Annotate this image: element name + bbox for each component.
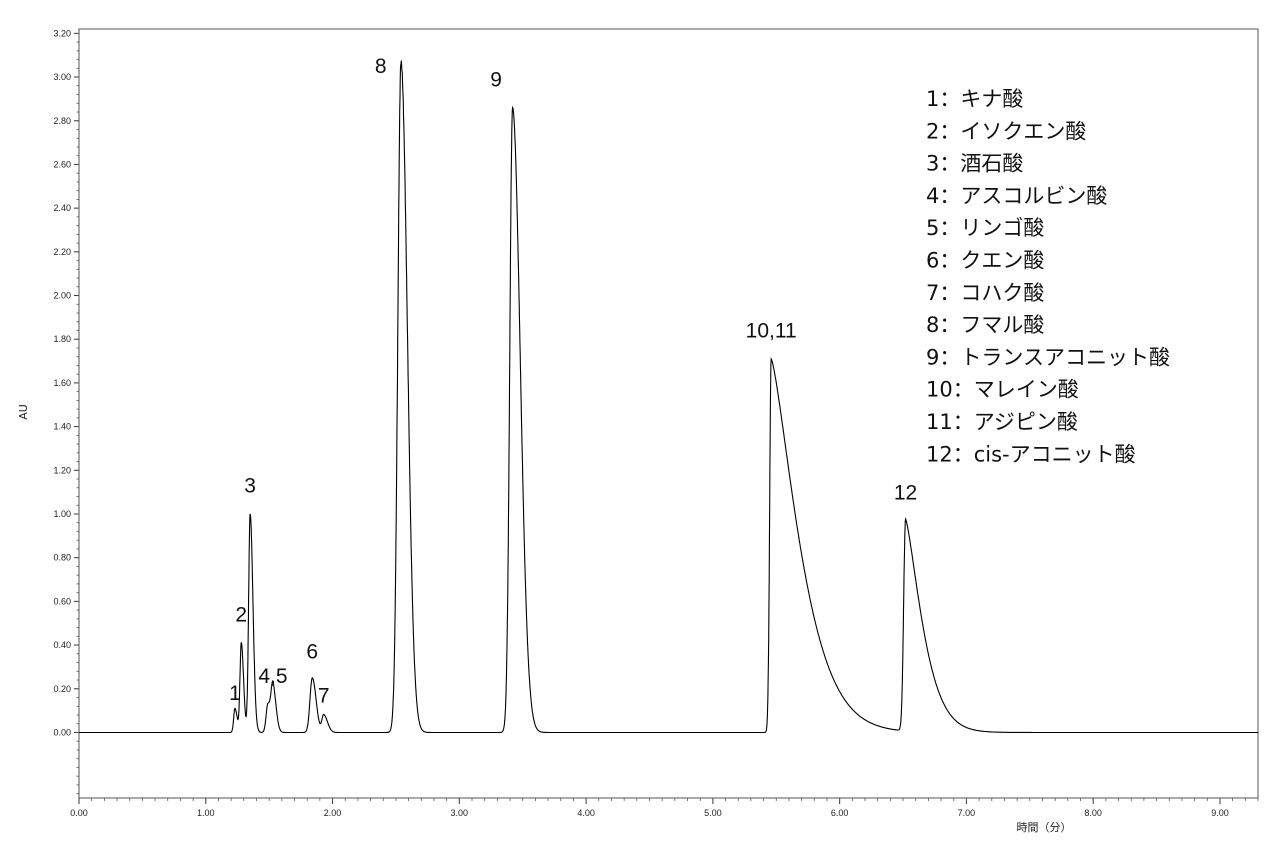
x-tick-label: 8.00	[1084, 808, 1102, 818]
y-tick-label: 2.40	[53, 203, 71, 213]
legend-entry: 12：cis-アコニット酸	[926, 442, 1136, 466]
y-tick-label: 0.80	[53, 553, 71, 563]
plot-frame	[78, 28, 1259, 799]
peak-label: 3	[244, 475, 256, 498]
y-tick-label: 0.00	[53, 727, 71, 737]
peak-label: 4,5	[258, 665, 287, 688]
y-tick-label: 2.60	[53, 159, 71, 169]
y-tick-label: 2.00	[53, 291, 71, 301]
y-axis: 0.00 0.20 0.40 0.60 0.80 1.00 1.20 1.40 1.60 1.80…	[53, 28, 79, 795]
legend-entry: 5：リンゴ酸	[926, 216, 1044, 240]
y-tick-label: 1.60	[53, 378, 71, 388]
chromatogram-trace	[79, 60, 1258, 734]
peak-label: 10,11	[746, 320, 797, 343]
peak-label: 1	[229, 682, 241, 705]
peak-label: 6	[306, 641, 318, 664]
peak-label: 12	[894, 481, 917, 504]
y-axis-title: AU	[17, 404, 30, 420]
x-tick-label: 5.00	[704, 808, 722, 818]
legend-entry: 7：コハク酸	[926, 281, 1044, 305]
legend-entry: 1：キナ酸	[926, 87, 1023, 111]
y-tick-label: 1.80	[53, 334, 71, 344]
x-tick-label: 1.00	[197, 808, 215, 818]
y-tick-label: 1.40	[53, 422, 71, 432]
trace-layer	[79, 60, 1258, 734]
y-tick-label: 1.00	[53, 509, 71, 519]
peak-label: 9	[490, 68, 502, 91]
legend-entry: 11：アジピン酸	[926, 410, 1078, 434]
x-tick-label: 9.00	[1211, 808, 1229, 818]
x-tick-label: 7.00	[958, 808, 976, 818]
x-axis: 0.00 1.00 2.00 3.00 4.00 5.00 6.00 7.00 8.00 9.00	[70, 798, 1259, 818]
y-tick-label: 0.20	[53, 684, 71, 694]
peak-label: 8	[375, 55, 387, 78]
x-tick-label: 3.00	[451, 808, 469, 818]
chart-legend: 1：キナ酸 2：イソクエン酸 3：酒石酸 4：アスコルビン酸 5：リンゴ酸 6：クエン酸 7…	[926, 87, 1170, 466]
y-tick-label: 1.20	[53, 465, 71, 475]
legend-entry: 10：マレイン酸	[926, 378, 1079, 402]
legend-entry: 6：クエン酸	[926, 249, 1044, 273]
peak-label: 7	[318, 684, 330, 707]
x-tick-label: 0.00	[70, 808, 88, 818]
legend-entry: 9：トランスアコニット酸	[926, 345, 1170, 369]
peak-label: 2	[235, 604, 247, 627]
y-tick-label: 0.60	[53, 596, 71, 606]
x-axis-title: 時間（分）	[1017, 821, 1072, 834]
legend-entry: 4：アスコルビン酸	[926, 184, 1107, 208]
legend-entry: 8：フマル酸	[926, 313, 1044, 337]
y-tick-label: 2.80	[53, 116, 71, 126]
legend-entry: 2：イソクエン酸	[926, 119, 1086, 143]
y-tick-label: 3.20	[53, 28, 71, 38]
legend-entry: 3：酒石酸	[926, 152, 1023, 176]
x-tick-label: 2.00	[324, 808, 342, 818]
y-tick-label: 2.20	[53, 247, 71, 257]
y-tick-label: 3.00	[53, 72, 71, 82]
y-tick-label: 0.40	[53, 640, 71, 650]
x-tick-label: 4.00	[577, 808, 595, 818]
x-tick-label: 6.00	[831, 808, 849, 818]
